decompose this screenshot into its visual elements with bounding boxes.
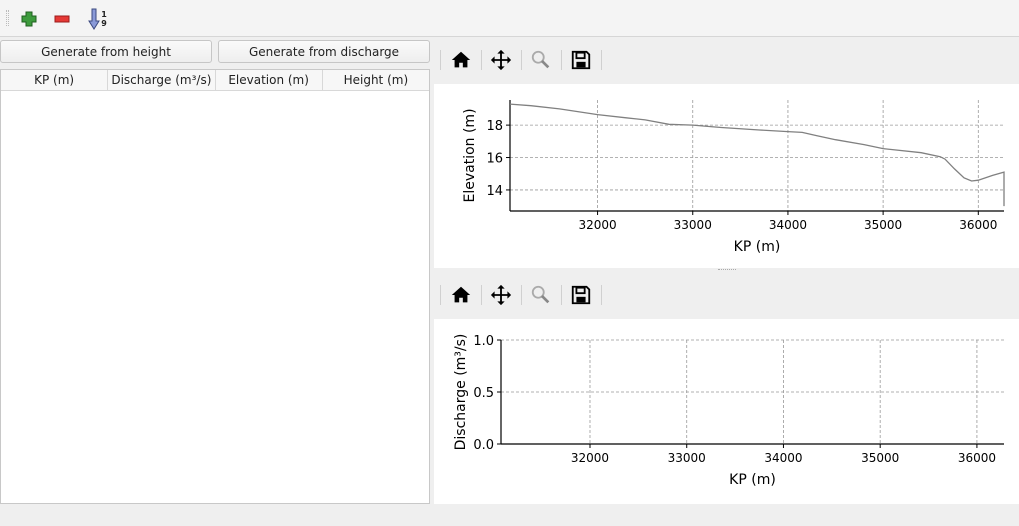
data-table[interactable]: KP (m) Discharge (m³/s) Elevation (m) He… bbox=[0, 69, 430, 504]
toolbar-separator bbox=[521, 285, 522, 305]
plot-toolbar-discharge bbox=[434, 275, 1019, 315]
sort-label-top: 1 bbox=[101, 10, 107, 19]
x-axis-label: KP (m) bbox=[734, 239, 781, 255]
remove-row-icon bbox=[54, 15, 70, 23]
x-tick-label: 36000 bbox=[959, 218, 997, 232]
save-icon bbox=[571, 50, 591, 70]
pan-button[interactable] bbox=[488, 48, 514, 72]
x-tick-label: 32000 bbox=[578, 218, 616, 232]
home-icon bbox=[451, 286, 471, 303]
toolbar-separator bbox=[601, 285, 602, 305]
zoom-button[interactable] bbox=[528, 283, 554, 307]
toolbar-separator bbox=[440, 285, 441, 305]
y-tick-label: 14 bbox=[486, 184, 503, 199]
home-button[interactable] bbox=[448, 48, 474, 72]
x-tick-label: 36000 bbox=[958, 451, 996, 465]
y-axis-label: Elevation (m) bbox=[462, 108, 478, 202]
zoom-icon bbox=[531, 50, 550, 69]
y-axis-label: Discharge (m³/s) bbox=[453, 334, 469, 451]
y-tick-label: 18 bbox=[486, 119, 503, 134]
column-header-kp[interactable]: KP (m) bbox=[1, 70, 109, 90]
x-tick-label: 35000 bbox=[861, 451, 899, 465]
x-tick-label: 33000 bbox=[674, 218, 712, 232]
add-row-button[interactable] bbox=[17, 7, 41, 31]
toolbar-separator bbox=[521, 50, 522, 70]
status-bar bbox=[0, 505, 1019, 526]
toolbar-separator bbox=[561, 285, 562, 305]
x-tick-label: 35000 bbox=[864, 218, 902, 232]
home-button[interactable] bbox=[448, 283, 474, 307]
toolbar-separator bbox=[440, 50, 441, 70]
elevation-chart[interactable]: 32000 33000 34000 35000 36000 14 16 18 KP (m) Ele… bbox=[434, 84, 1019, 268]
generate-from-height-button[interactable]: Generate from height bbox=[0, 40, 212, 63]
splitter-handle[interactable] bbox=[718, 269, 736, 270]
x-tick-label: 33000 bbox=[668, 451, 706, 465]
pan-icon bbox=[490, 284, 512, 306]
plot-toolbar-elevation bbox=[434, 40, 1019, 80]
column-header-height[interactable]: Height (m) bbox=[343, 73, 409, 87]
home-icon bbox=[451, 51, 471, 68]
data-line bbox=[509, 103, 1005, 207]
toolbar-grip[interactable] bbox=[6, 10, 9, 26]
column-header-discharge[interactable]: Discharge (m³/s) bbox=[108, 70, 216, 90]
generate-from-discharge-button[interactable]: Generate from discharge bbox=[218, 40, 430, 63]
column-header-elevation[interactable]: Elevation (m) bbox=[216, 70, 323, 90]
y-tick-label: 0.5 bbox=[473, 386, 494, 401]
y-tick-label: 16 bbox=[486, 152, 503, 167]
toolbar-separator bbox=[601, 50, 602, 70]
pan-button[interactable] bbox=[488, 283, 514, 307]
remove-row-button[interactable] bbox=[50, 7, 74, 31]
toolbar-separator bbox=[561, 50, 562, 70]
x-axis-label: KP (m) bbox=[729, 472, 776, 488]
save-button[interactable] bbox=[568, 283, 594, 307]
x-tick-label: 32000 bbox=[571, 451, 609, 465]
x-tick-label: 34000 bbox=[769, 218, 807, 232]
table-header: KP (m) Discharge (m³/s) Elevation (m) He… bbox=[1, 70, 429, 91]
add-row-icon bbox=[21, 11, 37, 27]
discharge-chart[interactable]: 32000 33000 34000 35000 36000 0.0 0.5 1.0 KP (m)… bbox=[434, 319, 1019, 504]
x-tick-label: 34000 bbox=[764, 451, 802, 465]
save-icon bbox=[571, 285, 591, 305]
toolbar-separator bbox=[481, 285, 482, 305]
sort-ascending-icon bbox=[88, 8, 101, 30]
zoom-icon bbox=[531, 285, 550, 304]
y-tick-label: 0.0 bbox=[473, 438, 494, 453]
toolbar-separator bbox=[481, 50, 482, 70]
y-tick-label: 1.0 bbox=[473, 334, 494, 349]
pan-icon bbox=[490, 49, 512, 71]
save-button[interactable] bbox=[568, 48, 594, 72]
sort-label-bottom: 9 bbox=[101, 19, 107, 28]
zoom-button[interactable] bbox=[528, 48, 554, 72]
